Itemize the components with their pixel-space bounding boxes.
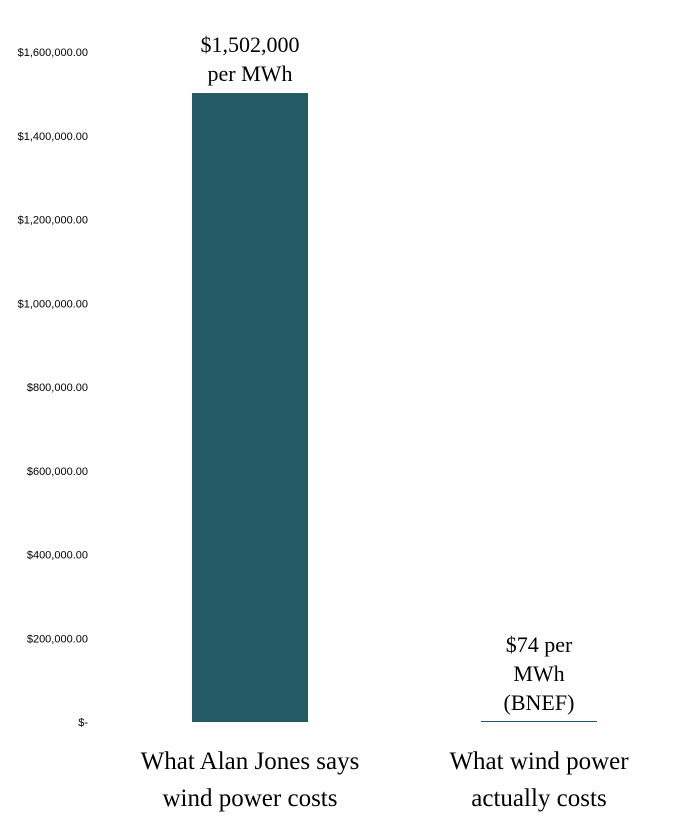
y-tick-label: $1,000,000.00 xyxy=(18,298,88,310)
bar-1 xyxy=(192,93,308,723)
y-tick-label: $200,000.00 xyxy=(27,633,88,645)
data-label-1: $1,502,000 per MWh xyxy=(201,32,300,86)
bars xyxy=(192,93,597,723)
y-tick-label: $- xyxy=(78,717,88,729)
data-label-2: $74 per MWh (BNEF) xyxy=(504,632,575,715)
category-label-2: What wind power actually costs xyxy=(449,748,629,812)
y-tick-label: $600,000.00 xyxy=(27,466,88,478)
y-tick-label: $800,000.00 xyxy=(27,382,88,394)
y-tick-label: $400,000.00 xyxy=(27,550,88,562)
category-labels: What Alan Jones says wind power costs What… xyxy=(141,748,630,812)
bar-2 xyxy=(481,721,597,722)
category-label-1: What Alan Jones says wind power costs xyxy=(141,748,360,812)
y-tick-label: $1,200,000.00 xyxy=(18,215,88,227)
y-axis: $1,600,000.00 $1,400,000.00 $1,200,000.00 $… xyxy=(18,47,89,729)
y-tick-label: $1,600,000.00 xyxy=(18,47,88,59)
y-tick-label: $1,400,000.00 xyxy=(18,131,88,143)
data-labels: $1,502,000 per MWh $74 per MWh (BNEF) xyxy=(201,32,575,715)
